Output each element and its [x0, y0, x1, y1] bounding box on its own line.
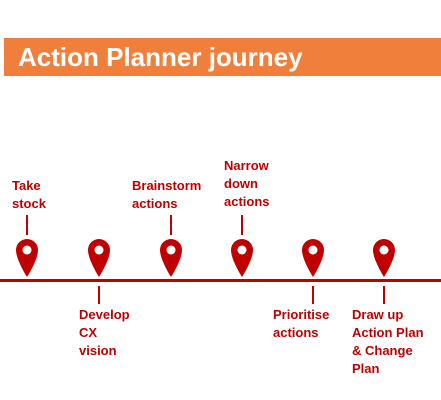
location-pin-icon — [160, 239, 182, 277]
step-connector — [241, 215, 243, 235]
title-banner: Action Planner journey — [4, 38, 441, 76]
location-pin-icon — [373, 239, 395, 277]
step-label-take-stock: Take stock — [12, 178, 46, 211]
page-title: Action Planner journey — [18, 42, 303, 72]
step-label-brainstorm-actions: Brainstorm actions — [132, 178, 202, 211]
step-connector — [26, 215, 28, 235]
step-connector — [98, 286, 100, 304]
timeline-axis — [0, 279, 441, 282]
step-label-prioritise-actions: Prioritise actions — [273, 307, 330, 340]
step-label-draw-up-action-plan: Draw up Action Plan & Change Plan — [352, 307, 424, 376]
step-connector — [170, 215, 172, 235]
location-pin-icon — [231, 239, 253, 277]
step-connector — [383, 286, 385, 304]
location-pin-icon — [16, 239, 38, 277]
step-connector — [312, 286, 314, 304]
step-label-narrow-down-actions: Narrow down actions — [224, 158, 270, 209]
location-pin-icon — [302, 239, 324, 277]
location-pin-icon — [88, 239, 110, 277]
step-label-develop-cx-vision: Develop CX vision — [79, 307, 130, 358]
